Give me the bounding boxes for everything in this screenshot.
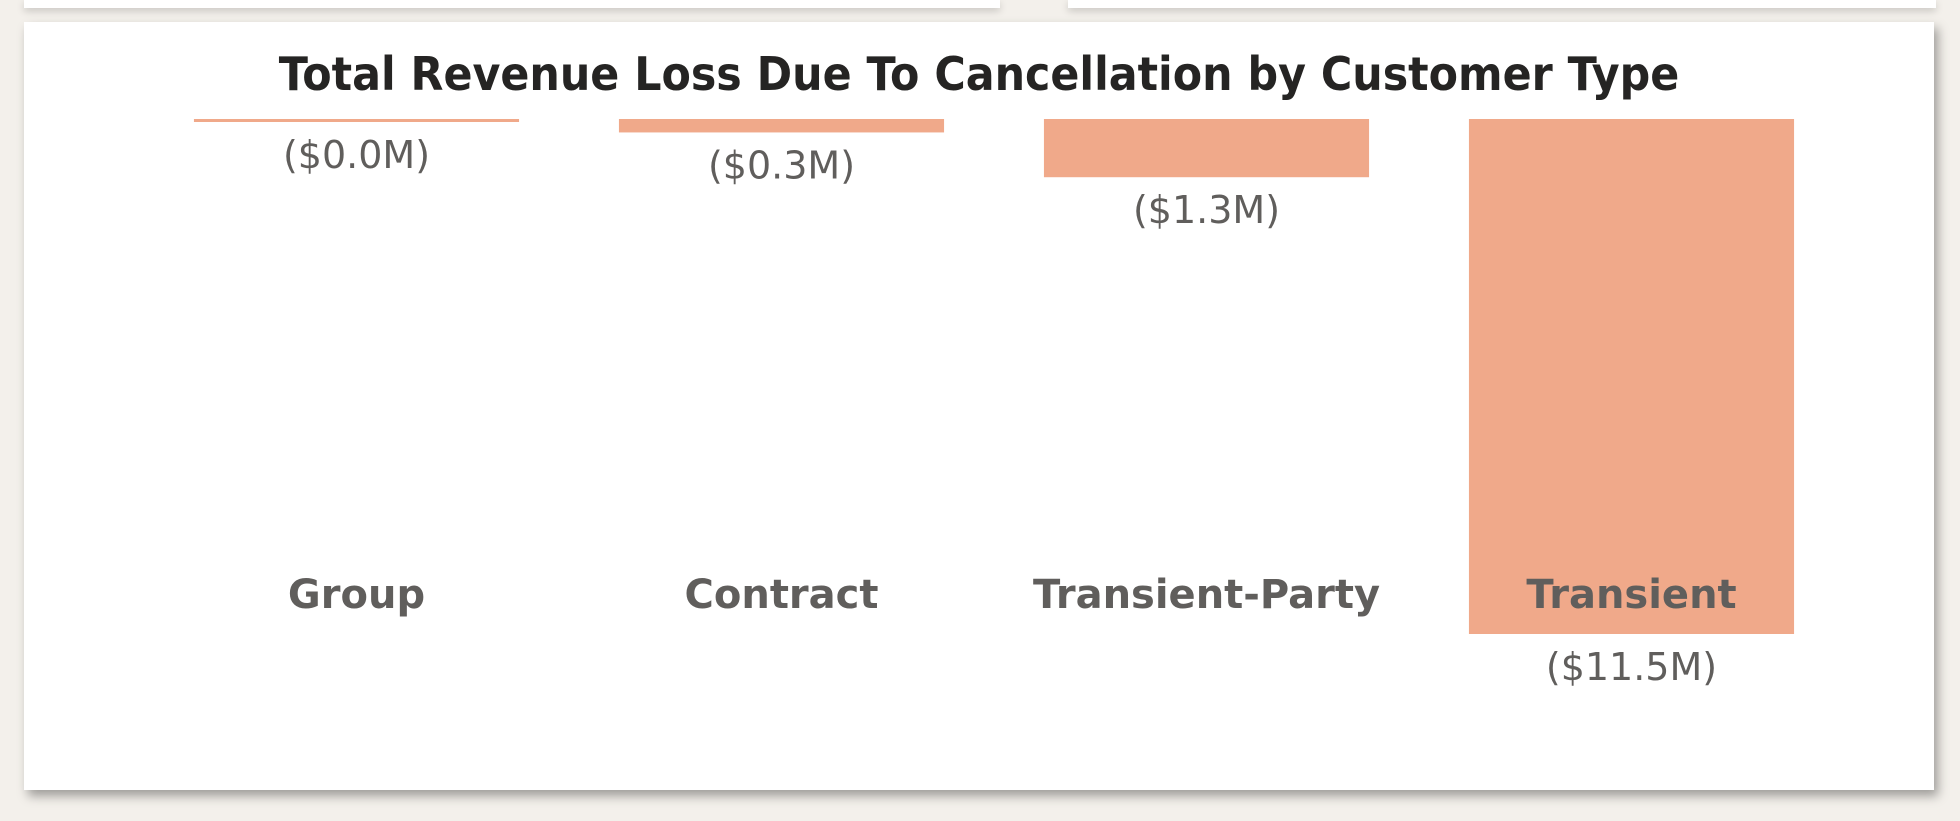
- adjacent-visual-top-edge-right: [1068, 0, 1936, 8]
- bar-transient[interactable]: [1468, 119, 1795, 634]
- category-label: Group: [288, 572, 425, 618]
- data-label: ($0.3M): [708, 143, 855, 187]
- data-label: ($1.3M): [1133, 188, 1280, 232]
- data-label: ($11.5M): [1546, 645, 1717, 689]
- bar-transient-party[interactable]: [1043, 119, 1370, 178]
- bar-group[interactable]: [193, 119, 520, 122]
- adjacent-visual-top-edge-left: [24, 0, 1000, 8]
- bar-chart-plot[interactable]: ($0.0M) Group ($0.3M) Contract ($1.3M) Transi…: [24, 22, 1934, 790]
- bar-contract[interactable]: [618, 119, 945, 133]
- category-label: Transient: [1526, 572, 1736, 618]
- category-label: Contract: [685, 572, 879, 618]
- data-label: ($0.0M): [283, 133, 430, 177]
- chart-card[interactable]: Total Revenue Loss Due To Cancellation b…: [24, 22, 1934, 790]
- category-label: Transient-Party: [1033, 572, 1380, 618]
- chart-title: Total Revenue Loss Due To Cancellation b…: [278, 47, 1680, 101]
